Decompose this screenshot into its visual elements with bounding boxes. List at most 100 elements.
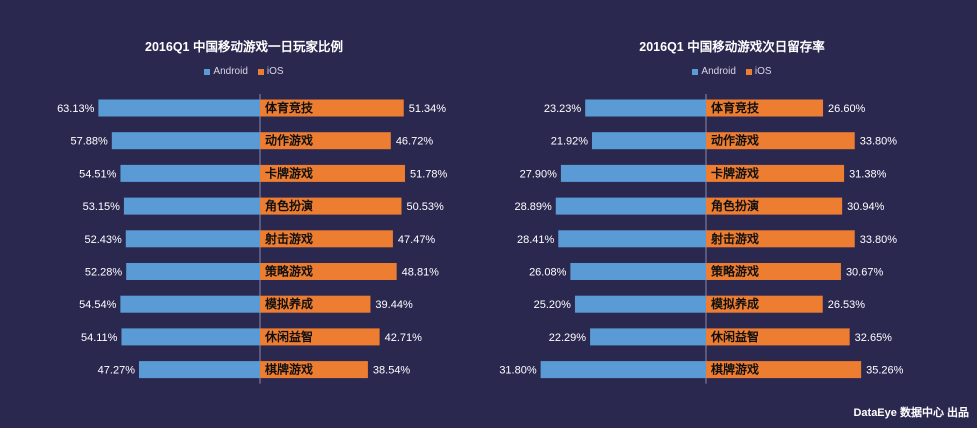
android-value-label: 57.88% — [71, 136, 109, 148]
android-bar — [540, 361, 706, 379]
chart-title: 2016Q1 中国移动游戏一日玩家比例 — [145, 40, 343, 54]
android-value-label: 21.92% — [551, 136, 589, 148]
category-label: 模拟养成 — [265, 296, 313, 311]
ios-value-label: 26.60% — [828, 103, 866, 115]
legend-item-ios: iOS — [257, 66, 284, 77]
ios-value-label: 35.26% — [866, 365, 904, 377]
ios-bar — [260, 328, 380, 346]
ios-bar — [706, 197, 843, 215]
legend-label-android: Android — [701, 66, 736, 77]
category-label: 体育竞技 — [265, 100, 314, 115]
legend-label-android: Android — [213, 66, 248, 77]
ios-bar — [260, 197, 402, 215]
android-value-label: 52.43% — [84, 234, 122, 246]
android-value-label: 52.28% — [85, 267, 123, 279]
android-bar — [574, 295, 706, 313]
legend-label-ios: iOS — [754, 66, 772, 77]
legend-swatch-ios — [745, 68, 752, 75]
ios-bar — [706, 295, 823, 313]
ios-bar — [260, 132, 391, 150]
category-label: 休闲益智 — [264, 329, 313, 344]
android-bar — [123, 197, 260, 215]
android-bar — [555, 197, 706, 215]
ios-bar — [260, 230, 393, 248]
ios-value-label: 33.80% — [860, 136, 898, 148]
category-label: 体育竞技 — [711, 100, 760, 115]
android-bar — [126, 263, 260, 280]
ios-value-label: 51.78% — [410, 168, 448, 180]
ios-value-label: 42.71% — [385, 332, 423, 344]
ios-bar — [706, 164, 845, 182]
android-value-label: 27.90% — [520, 168, 558, 180]
legend-swatch-ios — [257, 68, 264, 75]
chart-title: 2016Q1 中国移动游戏次日留存率 — [639, 40, 825, 54]
chart-panel-next-day-retention: 2016Q1 中国移动游戏次日留存率 Android iOS 体育竞技 23.23… — [488, 0, 976, 428]
android-bar — [585, 99, 706, 117]
ios-value-label: 48.81% — [402, 267, 440, 279]
android-value-label: 28.41% — [517, 234, 555, 246]
android-value-label: 28.89% — [514, 201, 552, 213]
ios-value-label: 46.72% — [396, 136, 434, 148]
android-bar — [111, 132, 260, 150]
ios-value-label: 38.54% — [373, 365, 411, 377]
footer-credit: DataEye 数据中心 出品 — [853, 407, 969, 419]
category-label: 动作游戏 — [265, 133, 313, 148]
category-label: 角色扮演 — [711, 198, 759, 213]
category-label: 动作游戏 — [711, 133, 759, 148]
android-bar — [120, 295, 261, 313]
android-bar — [120, 164, 260, 182]
ios-value-label: 51.34% — [409, 103, 447, 115]
category-label: 休闲益智 — [710, 329, 759, 344]
android-bar — [558, 230, 706, 248]
chart-plot: 体育竞技 23.23% 26.60% 动作游戏 21.92% 33.80% 卡牌游戏 27.9… — [499, 94, 904, 384]
ios-bar — [706, 230, 855, 248]
android-value-label: 25.20% — [534, 299, 572, 311]
category-label: 射击游戏 — [264, 231, 313, 246]
category-label: 射击游戏 — [710, 231, 759, 246]
ios-bar — [260, 361, 368, 379]
ios-value-label: 31.38% — [849, 168, 887, 180]
android-value-label: 23.23% — [544, 103, 582, 115]
ios-value-label: 50.53% — [406, 201, 444, 213]
category-label: 策略游戏 — [265, 264, 313, 279]
android-bar — [590, 328, 706, 346]
chart-plot: 体育竞技 63.13% 51.34% 动作游戏 57.88% 46.72% 卡牌游戏 54.5… — [57, 94, 448, 384]
android-value-label: 54.11% — [81, 332, 118, 344]
ios-value-label: 30.67% — [846, 267, 884, 279]
ios-value-label: 33.80% — [860, 234, 898, 246]
ios-bar — [260, 164, 405, 182]
ios-value-label: 32.65% — [855, 332, 893, 344]
category-label: 棋牌游戏 — [265, 362, 313, 377]
legend-item-android: Android — [204, 66, 248, 77]
category-label: 模拟养成 — [711, 296, 759, 311]
ios-bar — [706, 328, 850, 346]
android-bar — [121, 328, 261, 346]
android-value-label: 31.80% — [499, 365, 537, 377]
legend-label-ios: iOS — [266, 66, 284, 77]
category-label: 卡牌游戏 — [711, 165, 759, 180]
chart-legend: Android iOS — [488, 66, 976, 77]
android-bar — [592, 132, 706, 150]
category-label: 卡牌游戏 — [265, 165, 313, 180]
android-value-label: 54.54% — [79, 299, 117, 311]
ios-value-label: 26.53% — [828, 299, 866, 311]
ios-value-label: 30.94% — [847, 201, 885, 213]
android-value-label: 47.27% — [98, 365, 136, 377]
ios-bar — [706, 99, 824, 117]
android-bar — [560, 164, 706, 182]
category-label: 角色扮演 — [265, 198, 313, 213]
android-bar — [98, 99, 260, 117]
android-value-label: 54.51% — [79, 168, 117, 180]
ios-value-label: 39.44% — [375, 299, 413, 311]
android-value-label: 53.15% — [83, 201, 121, 213]
android-value-label: 22.29% — [549, 332, 587, 344]
ios-bar — [260, 263, 397, 280]
ios-bar — [706, 361, 862, 379]
chart-legend: Android iOS — [0, 66, 488, 77]
legend-swatch-android — [204, 68, 211, 75]
category-label: 策略游戏 — [711, 264, 759, 279]
category-label: 棋牌游戏 — [711, 362, 759, 377]
android-bar — [570, 263, 706, 280]
ios-bar — [260, 295, 371, 313]
legend-item-ios: iOS — [745, 66, 772, 77]
